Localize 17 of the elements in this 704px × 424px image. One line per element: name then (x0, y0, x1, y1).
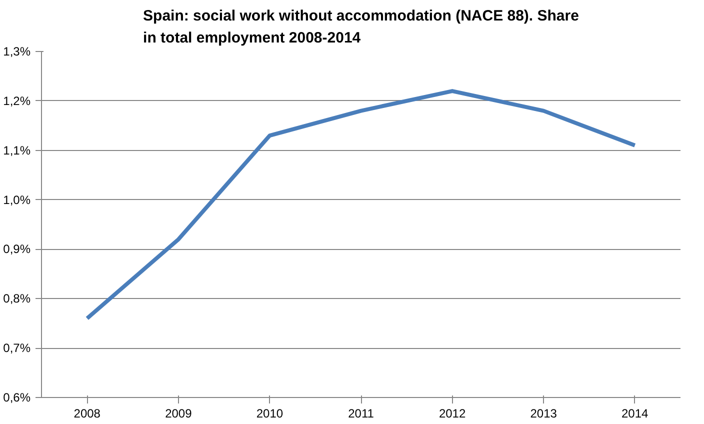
y-tick-label: 0,9% (3, 242, 31, 256)
y-tick-label: 1,0% (3, 192, 31, 207)
x-tick-label: 2013 (530, 406, 558, 420)
y-tick-label: 0,8% (3, 292, 31, 306)
y-tick-label: 1,3% (3, 44, 31, 58)
y-tick-label: 0,7% (3, 341, 31, 356)
x-tick-label: 2009 (165, 406, 192, 420)
x-tick-label: 2010 (256, 406, 284, 420)
y-tick-label: 1,2% (3, 94, 31, 108)
x-tick-label: 2011 (348, 406, 374, 420)
y-tick-label: 1,1% (3, 143, 31, 158)
line-series (85, 89, 637, 320)
x-tick-label: 2014 (622, 406, 649, 420)
x-tick-label: 2012 (438, 406, 466, 420)
chart-title: Spain: social work without accommodation (NACE 88). Share in total employment 2008-2014 (143, 7, 579, 46)
x-tick-label: 2008 (74, 406, 101, 420)
y-tick-label: 0,6% (3, 390, 31, 404)
